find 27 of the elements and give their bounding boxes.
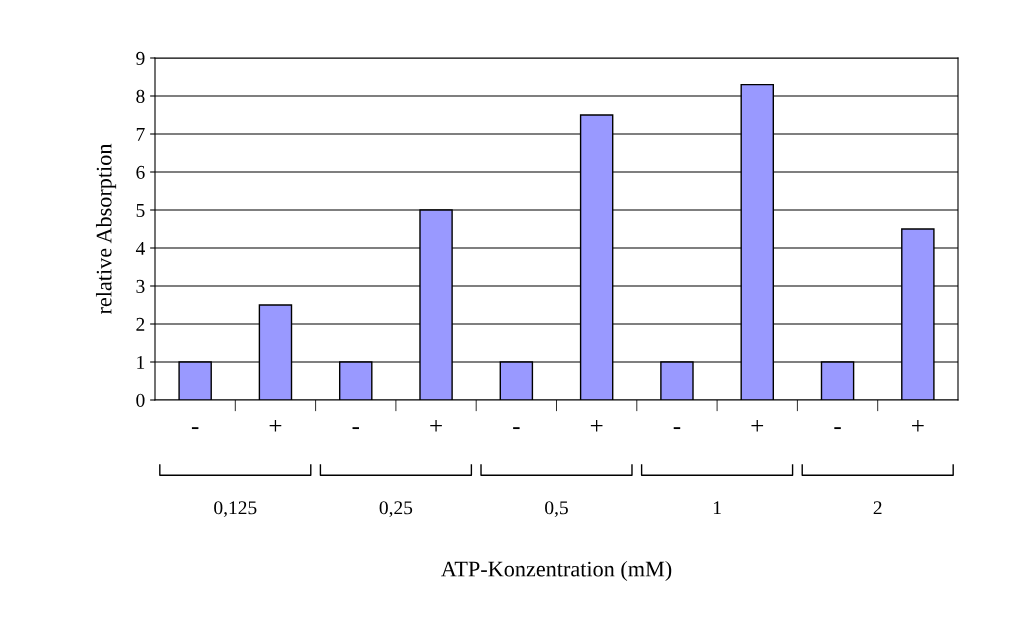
x-tick-label: - bbox=[513, 427, 520, 430]
text: ATP-Konzentration (mM) bbox=[441, 560, 672, 582]
y-tick-label: 3 bbox=[136, 279, 145, 293]
y-tick-label: 2 bbox=[136, 317, 145, 331]
y-axis-title: relative Absorption bbox=[95, 143, 117, 315]
y-tick-label: 6 bbox=[136, 165, 145, 179]
y-tick-label: 1 bbox=[137, 355, 145, 369]
text: 2 bbox=[873, 501, 882, 515]
text: 1 bbox=[713, 501, 721, 515]
x-tick-label: + bbox=[430, 419, 442, 432]
text: 0,125 bbox=[214, 501, 257, 518]
x-tick-label: - bbox=[673, 427, 681, 430]
y-tick-label: 7 bbox=[136, 128, 145, 141]
y-tick-label: 9 bbox=[136, 51, 145, 65]
x-tick-label: + bbox=[590, 419, 603, 432]
y-tick-label: 8 bbox=[136, 89, 145, 103]
x-tick-label: - bbox=[191, 427, 199, 430]
x-tick-label: + bbox=[912, 419, 924, 432]
x-tick-label: - bbox=[352, 427, 360, 430]
y-tick-label: 4 bbox=[135, 241, 145, 255]
text: 0,25 bbox=[379, 501, 413, 518]
y-tick-label: 5 bbox=[136, 204, 145, 217]
y-tick-label: 0 bbox=[136, 393, 145, 407]
x-tick-label: + bbox=[269, 419, 282, 432]
x-tick-label: + bbox=[751, 419, 764, 432]
x-tick-label: - bbox=[834, 427, 841, 430]
text: 0,5 bbox=[545, 501, 568, 518]
